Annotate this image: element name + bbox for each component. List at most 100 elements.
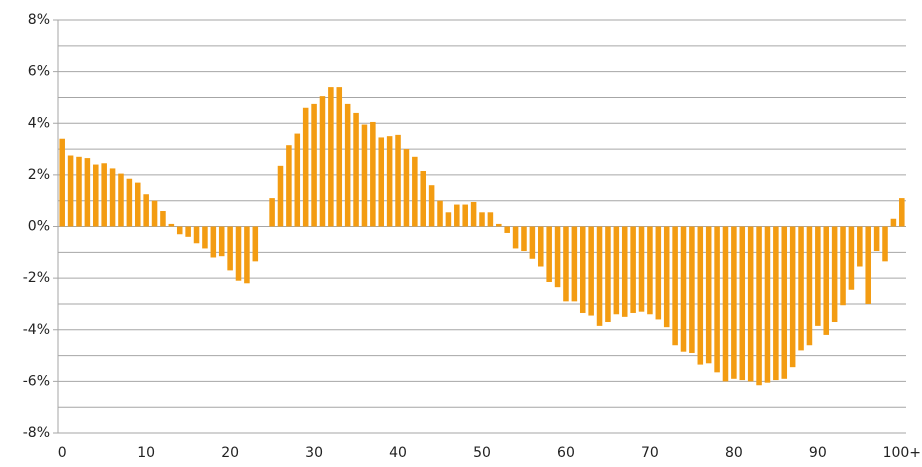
bar <box>630 226 636 313</box>
y-tick-label: 0% <box>28 219 50 235</box>
bar <box>101 163 107 227</box>
bar <box>672 226 678 346</box>
bar <box>109 168 116 227</box>
x-tick-label: 40 <box>389 445 407 461</box>
y-tick-label: 2% <box>28 167 50 183</box>
bar <box>747 226 754 382</box>
bar <box>252 226 259 262</box>
bar <box>756 226 762 386</box>
y-tick-label: 4% <box>28 115 50 131</box>
bar <box>689 226 695 353</box>
bar <box>118 173 124 227</box>
bar <box>546 226 552 282</box>
y-tick-label: 8% <box>28 12 50 28</box>
y-tick-label: -8% <box>23 425 50 441</box>
bar <box>344 103 351 227</box>
bar <box>638 226 645 312</box>
bar <box>554 226 561 288</box>
bar <box>890 218 897 227</box>
bar <box>823 226 830 335</box>
bar <box>370 121 376 227</box>
bar <box>420 171 426 227</box>
bar <box>319 96 326 227</box>
bar <box>773 226 779 381</box>
bar <box>605 226 611 323</box>
bar <box>579 226 586 313</box>
bar <box>647 226 653 315</box>
bar <box>857 226 863 267</box>
bar <box>655 226 662 320</box>
x-tick-label: 100+ <box>883 445 921 461</box>
bar <box>512 226 519 249</box>
x-tick-label: 80 <box>725 445 743 461</box>
bar <box>84 158 91 227</box>
bar <box>789 226 796 368</box>
bar <box>705 226 712 364</box>
bar <box>731 226 737 379</box>
bar <box>395 134 401 227</box>
x-tick-label: 90 <box>809 445 827 461</box>
bar <box>269 198 275 227</box>
bar <box>403 149 410 227</box>
bar <box>336 87 343 227</box>
y-tick-label: -2% <box>23 270 50 286</box>
bar <box>521 226 527 252</box>
bar <box>235 226 242 281</box>
bar <box>428 185 435 227</box>
bar <box>831 226 838 323</box>
bar <box>462 204 468 227</box>
y-tick-label: -6% <box>23 373 50 389</box>
bar <box>378 137 385 227</box>
bar <box>302 107 309 227</box>
bar <box>764 226 771 383</box>
bar <box>680 226 687 352</box>
bar <box>143 194 149 227</box>
bar <box>663 226 670 328</box>
x-tick-label: 50 <box>473 445 491 461</box>
bar <box>218 226 225 257</box>
bar <box>621 226 628 317</box>
bar <box>899 198 905 227</box>
x-tick-label: 70 <box>641 445 659 461</box>
bar <box>781 226 788 379</box>
bar <box>202 226 208 249</box>
bar <box>151 200 158 227</box>
bar <box>286 145 292 227</box>
bar <box>840 226 846 306</box>
bar <box>59 138 65 227</box>
bar <box>454 204 460 227</box>
y-tick-label: -4% <box>23 322 50 338</box>
bar <box>412 156 418 227</box>
bar <box>176 226 183 235</box>
bar <box>328 87 334 227</box>
bar <box>563 226 569 302</box>
bar <box>798 226 804 351</box>
bar <box>504 226 510 233</box>
x-tick-label: 30 <box>305 445 323 461</box>
bar <box>353 112 359 227</box>
bar <box>806 226 813 346</box>
bar <box>722 226 729 382</box>
bar <box>487 212 494 227</box>
bar <box>311 103 317 227</box>
bar <box>244 226 250 284</box>
bar <box>470 201 477 227</box>
bar <box>739 226 746 381</box>
bar <box>714 226 720 373</box>
bar <box>134 182 141 227</box>
x-tick-label: 20 <box>221 445 239 461</box>
y-tick-label: 6% <box>28 64 50 80</box>
bar <box>277 165 284 227</box>
bar <box>596 226 603 326</box>
bar <box>193 226 200 244</box>
x-tick-label: 60 <box>557 445 575 461</box>
bar <box>386 136 393 227</box>
bar <box>361 124 368 227</box>
bar <box>873 226 880 252</box>
bar <box>865 226 871 304</box>
bar <box>227 226 233 271</box>
bar <box>437 200 443 227</box>
bar <box>697 226 704 365</box>
bar <box>160 211 166 227</box>
